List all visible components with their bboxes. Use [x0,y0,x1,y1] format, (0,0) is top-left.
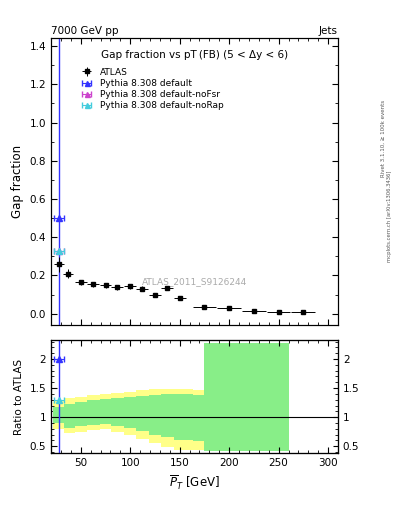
Text: ATLAS_2011_S9126244: ATLAS_2011_S9126244 [142,278,247,287]
Y-axis label: Gap fraction: Gap fraction [11,145,24,218]
Text: Gap fraction vs pT (FB) (5 < Δy < 6): Gap fraction vs pT (FB) (5 < Δy < 6) [101,50,288,60]
Text: Rivet 3.1.10, ≥ 100k events: Rivet 3.1.10, ≥ 100k events [381,100,386,177]
Y-axis label: Ratio to ATLAS: Ratio to ATLAS [14,359,24,435]
Legend: ATLAS, Pythia 8.308 default, Pythia 8.308 default-noFsr, Pythia 8.308 default-no: ATLAS, Pythia 8.308 default, Pythia 8.30… [76,66,226,112]
Text: mcplots.cern.ch [arXiv:1306.3436]: mcplots.cern.ch [arXiv:1306.3436] [387,170,392,262]
Text: Jets: Jets [319,26,338,36]
X-axis label: $\overline{P}_T$ [GeV]: $\overline{P}_T$ [GeV] [169,474,220,492]
Text: 7000 GeV pp: 7000 GeV pp [51,26,119,36]
